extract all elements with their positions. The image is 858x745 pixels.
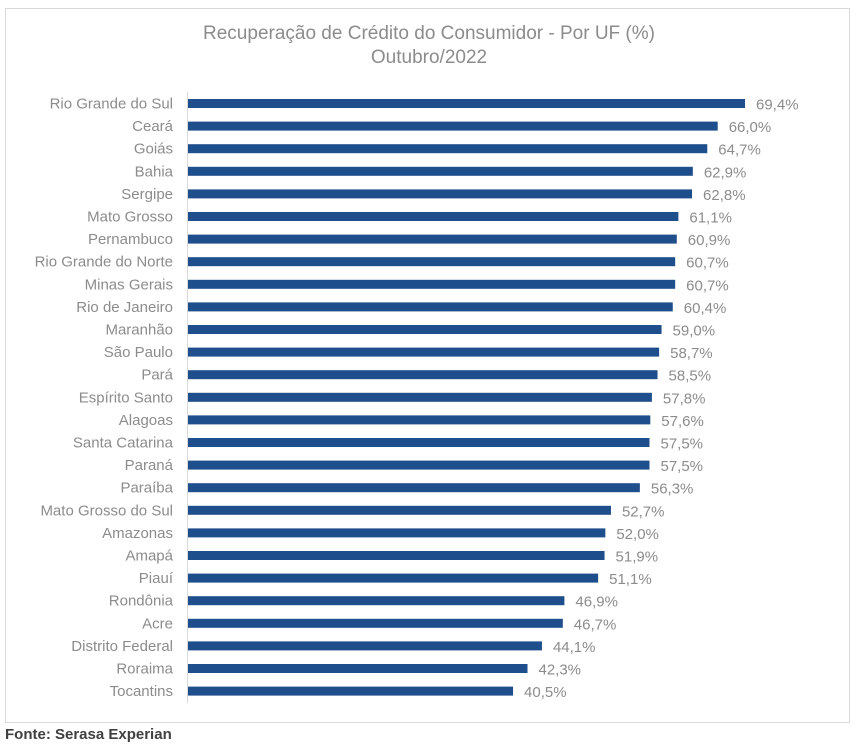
data-label: 40,5% [524, 684, 567, 701]
category-label: Santa Catarina [73, 435, 174, 452]
bar [188, 257, 676, 267]
bar [188, 166, 693, 176]
category-label: Tocantins [110, 683, 173, 700]
data-label: 66,0% [729, 119, 772, 136]
data-label: 59,0% [673, 323, 716, 340]
category-label: Distrito Federal [71, 638, 173, 655]
bar [188, 144, 708, 154]
data-label: 52,0% [616, 526, 659, 543]
data-label: 60,4% [684, 300, 727, 317]
category-label: Roraima [116, 661, 173, 678]
category-label: Pernambuco [88, 231, 173, 248]
category-label: Goiás [134, 141, 173, 158]
source-note: Fonte: Serasa Experian [5, 726, 172, 743]
bar [188, 279, 676, 289]
data-label: 58,7% [670, 345, 713, 362]
category-label: Ceará [132, 118, 174, 135]
category-label: Amapá [125, 548, 173, 565]
data-label: 56,3% [651, 481, 694, 498]
data-label: 51,9% [616, 549, 659, 566]
bar [188, 596, 565, 606]
category-label: Minas Gerais [85, 276, 173, 293]
category-label: Mato Grosso [87, 209, 173, 226]
data-label: 57,5% [660, 458, 703, 475]
bar [188, 641, 542, 651]
category-label: São Paulo [104, 344, 173, 361]
data-label: 42,3% [538, 662, 581, 679]
data-label: 64,7% [718, 142, 761, 159]
category-label: Piauí [139, 570, 174, 587]
category-label: Alagoas [119, 412, 173, 429]
category-label: Bahia [135, 163, 174, 180]
bar [188, 392, 652, 402]
category-label: Rio Grande do Norte [35, 254, 173, 271]
bar [188, 234, 677, 244]
data-label: 46,7% [574, 616, 617, 633]
category-label: Maranhão [105, 322, 173, 339]
data-label: 57,5% [660, 436, 703, 453]
bar [188, 573, 599, 583]
data-label: 69,4% [756, 97, 799, 114]
bar [188, 370, 658, 380]
bar [188, 415, 651, 425]
category-label: Sergipe [121, 186, 173, 203]
bar [188, 483, 640, 493]
bar [188, 438, 650, 447]
bar [188, 121, 718, 131]
category-label: Rondônia [109, 593, 174, 610]
bar [188, 99, 745, 108]
bar [188, 325, 662, 334]
category-label: Paraná [125, 457, 174, 474]
data-label: 44,1% [553, 639, 596, 656]
data-label: 60,7% [686, 255, 729, 272]
data-label: 58,5% [669, 368, 712, 385]
data-label: 52,7% [622, 503, 665, 520]
category-label: Espírito Santo [79, 389, 173, 406]
category-label: Rio Grande do Sul [50, 96, 173, 113]
bar [188, 664, 528, 673]
data-label: 46,9% [575, 594, 618, 611]
bar [188, 302, 673, 312]
category-label: Mato Grosso do Sul [40, 502, 173, 519]
data-label: 62,8% [703, 187, 746, 204]
data-label: 57,8% [663, 390, 706, 407]
bars-group: Rio Grande do Sul 69,4% Ceará 66,0% Goiás 64,… [35, 96, 799, 702]
bar [188, 505, 611, 515]
data-label: 60,7% [686, 277, 729, 294]
data-label: 62,9% [704, 164, 747, 181]
bar [188, 686, 514, 696]
data-label: 60,9% [688, 232, 731, 249]
bar [188, 528, 606, 538]
bar [188, 347, 660, 357]
category-label: Acre [142, 615, 173, 632]
data-label: 57,6% [661, 413, 704, 430]
bar [188, 618, 563, 628]
category-label: Paraíba [120, 480, 173, 497]
chart-title-block: Recuperação de Crédito do Consumidor - P… [0, 22, 858, 70]
bar [188, 551, 605, 560]
category-label: Rio de Janeiro [76, 299, 173, 316]
bar [188, 460, 650, 470]
chart-title: Recuperação de Crédito do Consumidor - P… [203, 23, 655, 44]
chart-subtitle: Outubro/2022 [370, 47, 488, 68]
data-label: 61,1% [689, 210, 732, 227]
data-label: 51,1% [609, 571, 652, 588]
bar [188, 212, 679, 221]
bar [188, 189, 693, 199]
category-label: Pará [141, 367, 173, 384]
category-label: Amazonas [102, 525, 173, 542]
